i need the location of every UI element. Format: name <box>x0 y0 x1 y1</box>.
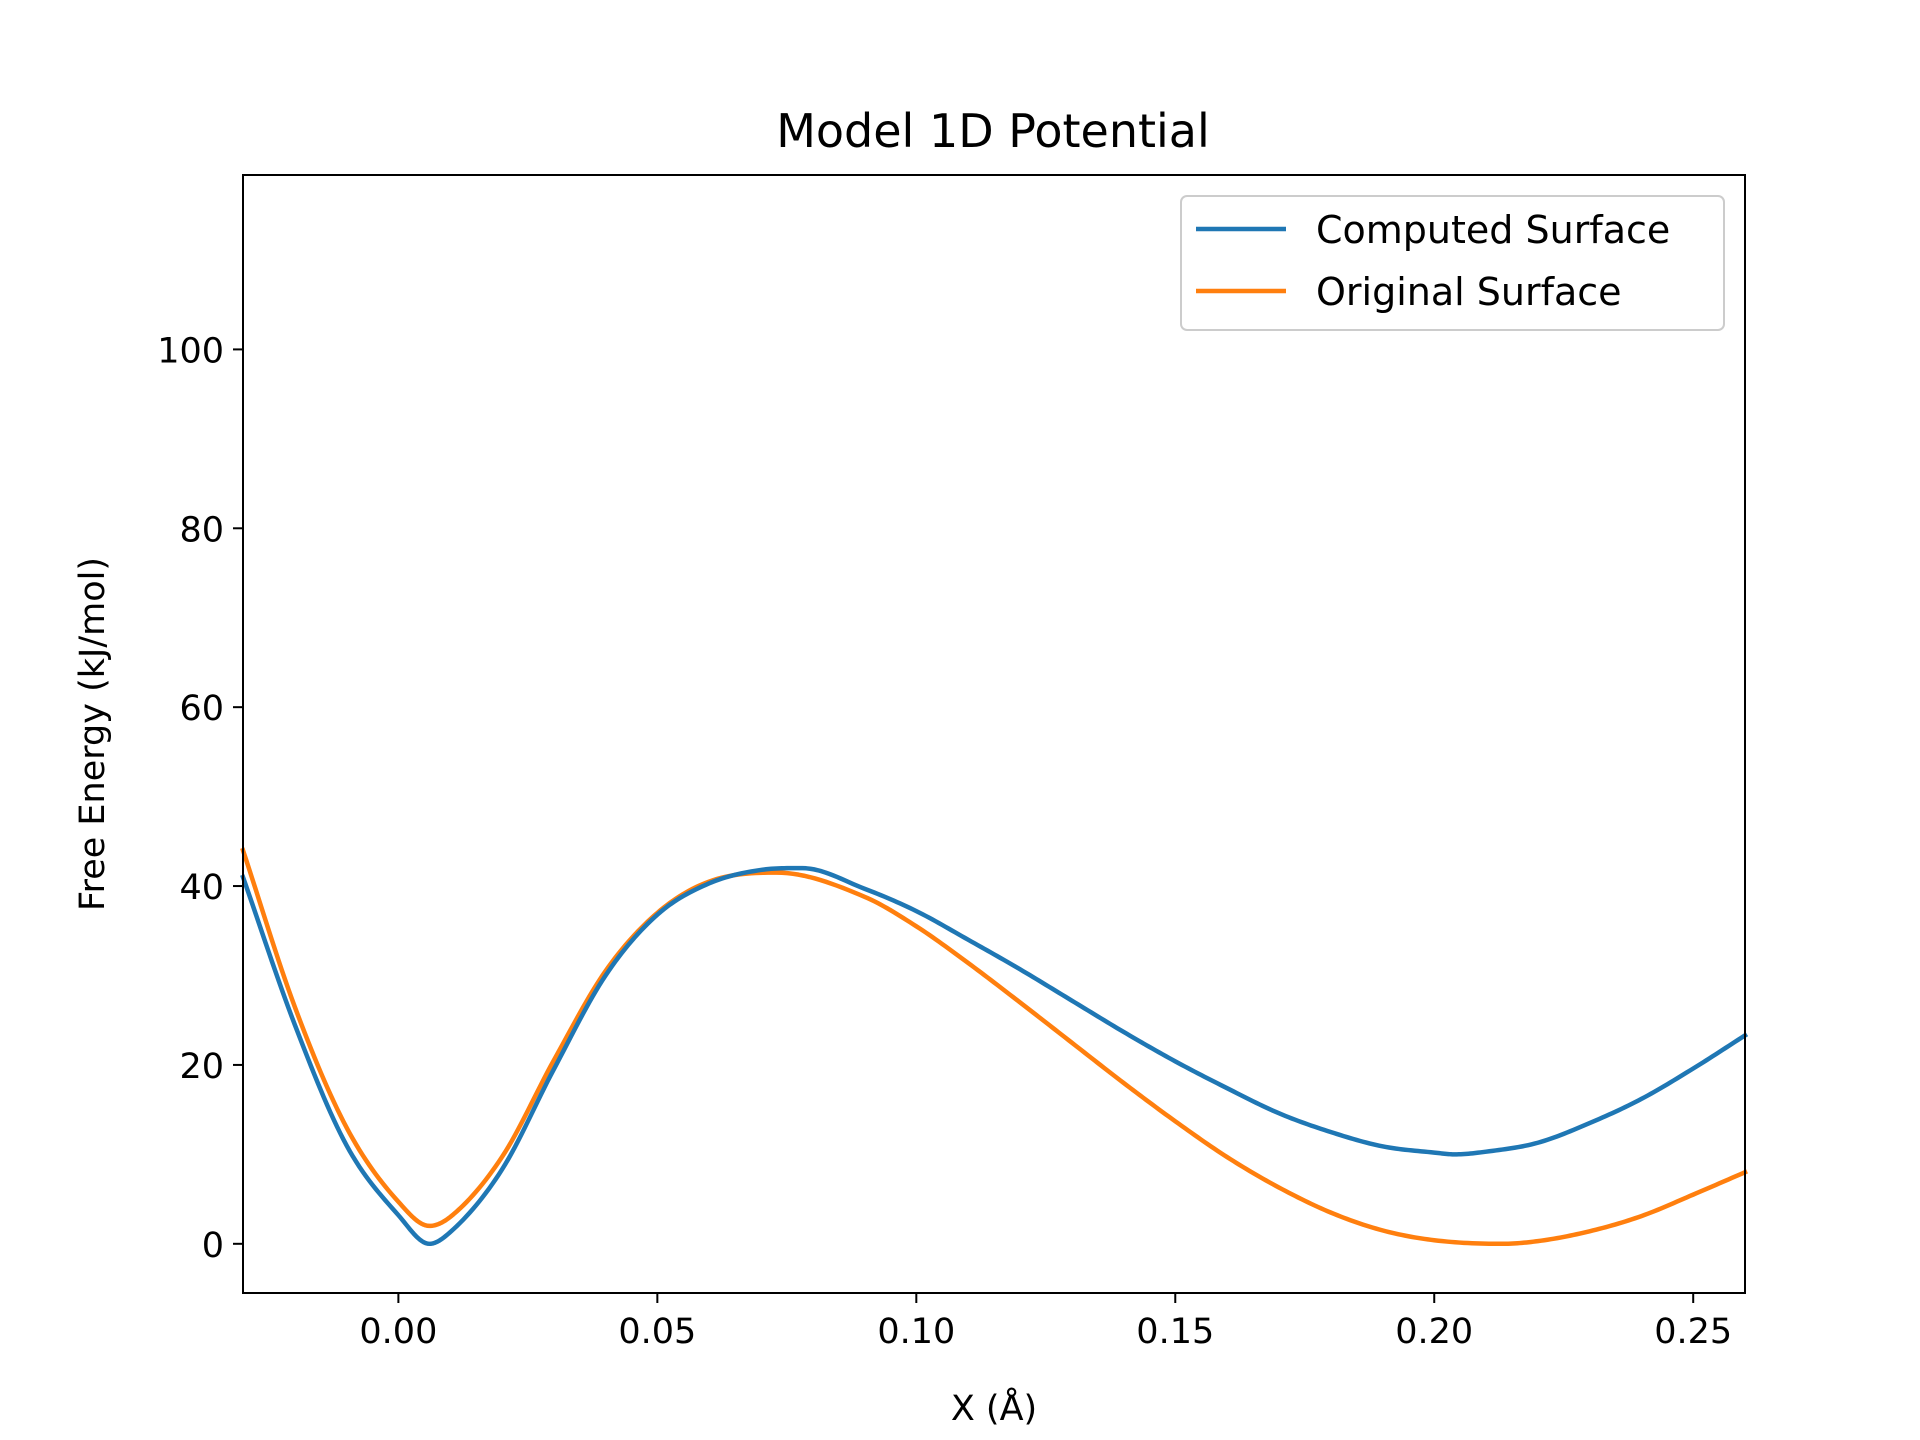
y-axis: 0 20 40 60 80 100 <box>157 331 243 1266</box>
x-axis: 0.00 0.05 0.10 0.15 0.20 0.25 <box>359 1293 1732 1352</box>
x-tick-label: 0.00 <box>359 1312 437 1352</box>
plot-frame <box>242 174 1746 1294</box>
y-axis-label: Free Energy (kJ/mol) <box>73 557 113 911</box>
y-tick-label: 40 <box>179 868 224 908</box>
x-tick-label: 0.20 <box>1395 1312 1473 1352</box>
chart-title: Model 1D Potential <box>776 104 1210 158</box>
x-tick-label: 0.10 <box>877 1312 955 1352</box>
series-line-computed-surface <box>240 865 1749 1247</box>
x-tick-label: 0.05 <box>618 1312 696 1352</box>
y-tick-label: 20 <box>179 1047 224 1087</box>
y-tick-label: 60 <box>179 689 224 729</box>
series-line-original-surface <box>240 847 1748 1247</box>
y-tick-label: 80 <box>179 510 224 550</box>
legend-box <box>1180 195 1725 331</box>
legend-label-original-surface: Original Surface <box>1316 270 1622 314</box>
series-layer <box>240 847 1749 1247</box>
x-axis-label: X (Å) <box>951 1386 1037 1429</box>
x-tick-label: 0.15 <box>1136 1312 1214 1352</box>
legend: Computed Surface Original Surface <box>1180 195 1725 331</box>
y-tick-label: 100 <box>157 331 224 371</box>
legend-label-computed-surface: Computed Surface <box>1316 208 1670 252</box>
y-tick-label: 0 <box>202 1226 224 1266</box>
x-tick-label: 0.25 <box>1654 1312 1732 1352</box>
